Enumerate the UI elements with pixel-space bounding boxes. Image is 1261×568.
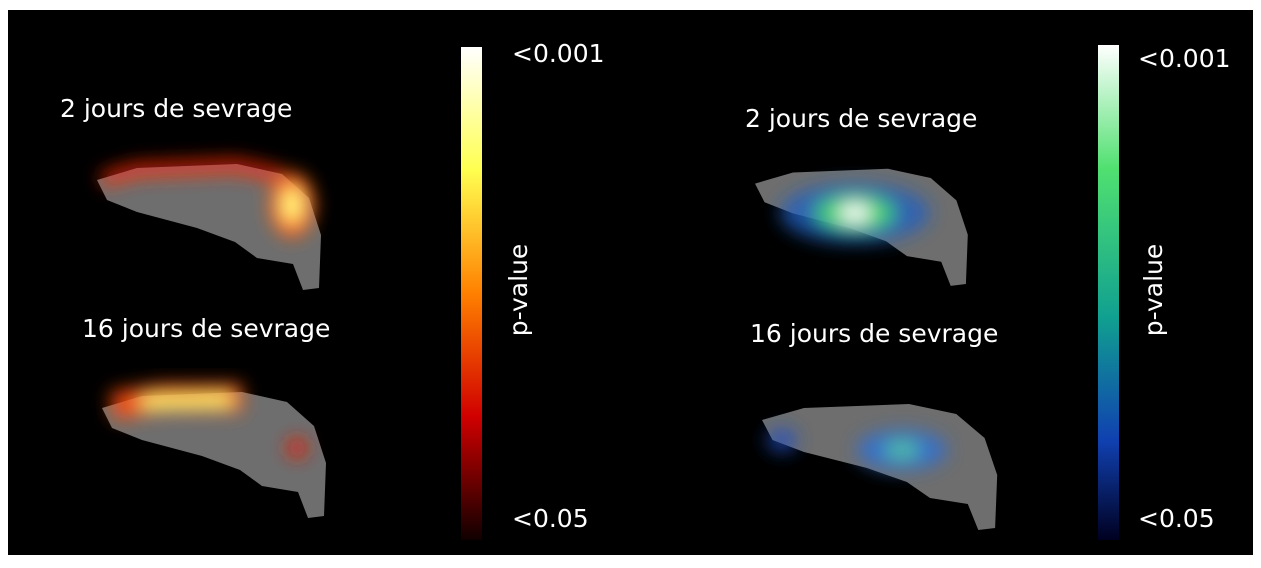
colorbar-top-label: <0.001 [1138,44,1231,73]
colorbar-bottom-label: <0.05 [512,504,589,533]
colorbar [461,47,482,540]
image-label: 2 jours de sevrage [60,94,292,123]
image-label: 2 jours de sevrage [745,104,977,133]
image-label: 16 jours de sevrage [750,319,998,348]
background [8,10,1253,555]
colorbar-bottom-label: <0.05 [1138,504,1215,533]
image-label: 16 jours de sevrage [82,314,330,343]
figure: 2 jours de sevrage 16 jours de sevrage <… [0,0,1261,568]
colorbar-axis-label: p-value [504,244,533,337]
colorbar-top-label: <0.001 [512,39,605,68]
colorbar [1098,45,1119,540]
colorbar-axis-label: p-value [1139,244,1168,337]
